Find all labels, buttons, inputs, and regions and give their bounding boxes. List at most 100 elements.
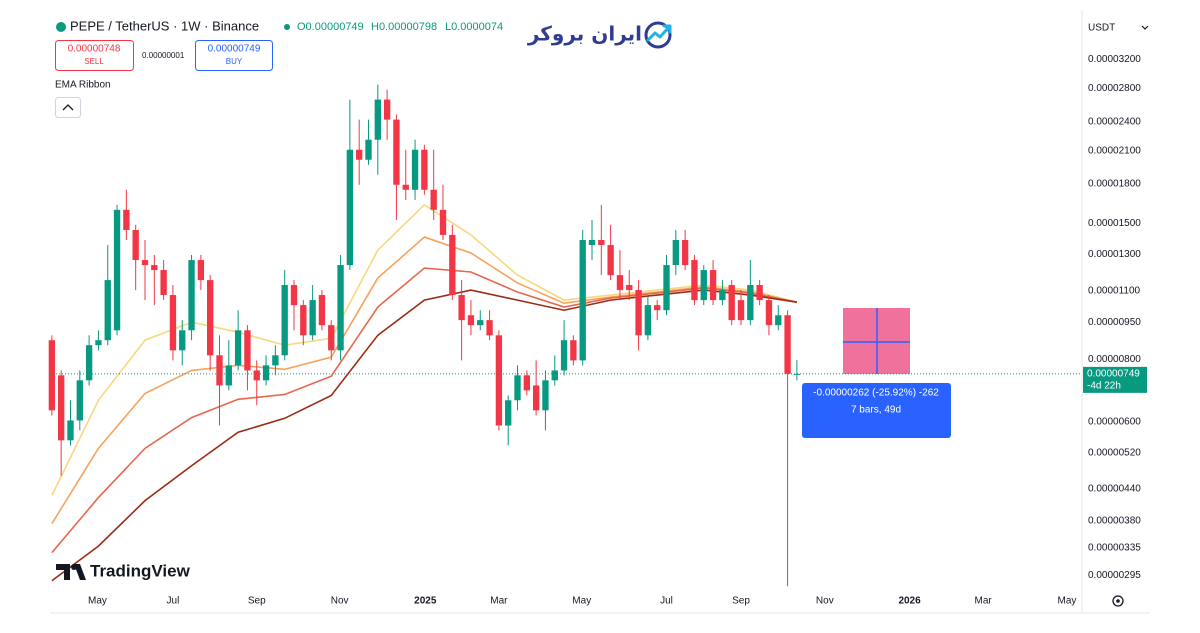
candle-body: [300, 305, 307, 336]
candle-body: [505, 400, 512, 426]
candle-body: [234, 330, 242, 366]
sell-label: SELL: [84, 57, 104, 66]
candle-body: [188, 260, 195, 331]
candle-body: [160, 270, 167, 296]
candle-body: [48, 340, 56, 411]
y-tick-label: 0.00000950: [1088, 317, 1141, 328]
candle-body: [681, 240, 689, 266]
candle-body: [95, 340, 102, 346]
candle-body: [607, 245, 614, 276]
candle-body: [709, 270, 717, 301]
candle-body: [654, 305, 661, 311]
sell-button[interactable]: 0.00000748 SELL: [55, 40, 134, 71]
ohlc-low: L0.0000074: [445, 21, 503, 33]
y-tick-label: 0.00001300: [1088, 249, 1141, 260]
candle-body: [793, 373, 801, 375]
candle-body: [346, 149, 354, 266]
candle-body: [616, 275, 624, 291]
y-tick-label: 0.00002400: [1088, 116, 1141, 127]
candle-body: [132, 229, 139, 261]
y-tick-label: 0.00000600: [1088, 417, 1141, 428]
buy-box: [195, 40, 273, 71]
buy-label: BUY: [226, 57, 243, 66]
currency: USDT: [1088, 23, 1115, 34]
y-tick-label: 0.00002800: [1088, 83, 1141, 94]
candle-body: [663, 265, 670, 311]
x-tick-label: May: [88, 596, 107, 607]
candle-body: [635, 290, 642, 336]
y-tick-label: 0.00001100: [1088, 285, 1141, 296]
logo: ایران بروکر: [527, 21, 672, 49]
currency-caret: [1141, 25, 1149, 30]
price-tag-box: [1083, 366, 1147, 393]
y-tick-label: 0.00000800: [1088, 354, 1141, 365]
candle-body: [421, 149, 428, 190]
x-tick-label: Jul: [660, 596, 673, 607]
candle-body: [216, 355, 223, 386]
logo-ring: [644, 21, 672, 49]
collapse-box: [55, 97, 81, 118]
candle-body: [626, 285, 633, 291]
candle-body: [514, 375, 521, 401]
y-tick-label: 0.00002100: [1088, 145, 1141, 156]
x-tick-label: Mar: [975, 596, 993, 607]
candle-body: [244, 330, 251, 371]
candle-body: [756, 285, 763, 301]
x-tick-label: Jul: [167, 596, 180, 607]
sell-box: [55, 40, 134, 71]
x-tick-label: Sep: [732, 596, 750, 607]
candle-body: [765, 300, 773, 326]
x-tick-label: Mar: [490, 596, 508, 607]
watermark-dot: [71, 564, 77, 570]
x-tick-label: May: [572, 596, 591, 607]
candle-body: [439, 209, 447, 235]
candle-body: [588, 240, 596, 246]
spread: 0.00000001: [142, 51, 185, 60]
candle-body: [691, 260, 698, 301]
candle-body: [76, 380, 83, 421]
candle-body: [365, 139, 372, 160]
candle-body: [775, 315, 782, 326]
collapse-button[interactable]: [55, 97, 81, 118]
y-tick-label: 0.00003200: [1088, 54, 1141, 65]
candle-body: [113, 209, 121, 331]
x-tick-label: 2026: [898, 596, 921, 607]
watermark-icon: [56, 564, 86, 580]
settings-button[interactable]: [1112, 595, 1124, 607]
ribbon-line: [51, 267, 798, 554]
y-tick-label: 0.00000295: [1088, 570, 1141, 581]
settings-center: [1116, 599, 1120, 603]
candle-body: [644, 305, 652, 336]
x-tick-label: 2025: [414, 596, 437, 607]
x-tick-label: Sep: [248, 596, 266, 607]
candle-body: [207, 280, 214, 356]
candle-body: [719, 290, 726, 301]
ohlc-high: H0.00000798: [371, 21, 437, 33]
buy-price: 0.00000749: [208, 44, 261, 55]
candle-body: [85, 345, 93, 381]
candle-body: [337, 265, 344, 351]
candle-body: [458, 295, 465, 321]
candle-body: [225, 365, 232, 386]
candle-body: [179, 330, 186, 351]
logo-arrow: [646, 24, 672, 42]
candle-body: [402, 184, 409, 190]
buy-button[interactable]: 0.00000749 BUY: [195, 40, 273, 71]
measure-tool: -0.00000262 (-25.92%) -262 7 bars, 49d: [802, 308, 951, 438]
y-tick-label: 0.00000520: [1088, 448, 1141, 459]
symbol-title: PEPE / TetherUS · 1W · Binance: [70, 18, 259, 33]
collapse-caret: [62, 104, 74, 111]
x-tick-label: May: [1058, 596, 1077, 607]
candle-body: [579, 240, 586, 361]
y-tick-label: 0.00000335: [1088, 543, 1141, 554]
logo-text: ایران بروکر: [527, 22, 642, 46]
currency-dropdown[interactable]: USDT: [1088, 23, 1149, 34]
candle-body: [374, 99, 381, 140]
candle-body: [262, 365, 270, 381]
candle-body: [747, 285, 754, 321]
price-tag-value: 0.00000749: [1087, 369, 1140, 380]
candle-body: [449, 234, 456, 296]
candle-body: [393, 119, 400, 185]
